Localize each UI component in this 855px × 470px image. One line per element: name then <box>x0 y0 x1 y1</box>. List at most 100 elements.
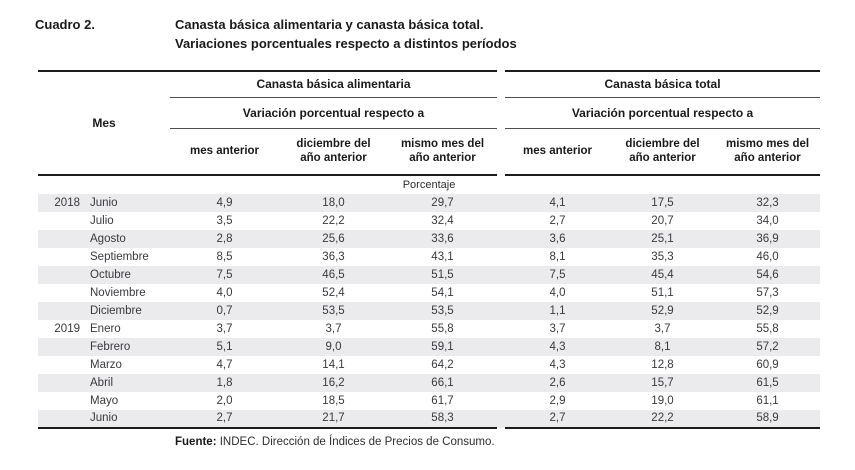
cba-value-cell: 52,4 <box>322 286 345 299</box>
cbt-value-cell: 45,4 <box>610 265 715 284</box>
cbt-value-cell: 25,1 <box>610 229 715 248</box>
cbt-value-cell: 55,8 <box>756 322 779 335</box>
cbt-value-cell: 61,5 <box>715 373 821 392</box>
col-header-cba-mismo-mes: mismo mes del año anterior <box>388 128 497 176</box>
month-cell: Marzo <box>90 358 122 371</box>
cbt-value-cell: 8,1 <box>610 337 715 356</box>
table-title-line1: Canasta básica alimentaria y canasta bás… <box>175 17 484 32</box>
cbt-value-cell: 60,9 <box>756 358 779 371</box>
table-row: Mayo 2,0 18,5 61,7 2,9 19,0 61,1 <box>38 392 820 410</box>
group-gap-cell <box>497 373 505 392</box>
month-cell: Mayo <box>90 394 119 407</box>
col-header-cba-diciembre: diciembre del año anterior <box>279 128 388 176</box>
cba-value-cell: 46,5 <box>279 265 388 284</box>
cba-value-cell: 1,8 <box>170 373 279 392</box>
table-row: Julio 3,5 22,2 32,4 2,7 20,7 34,0 <box>38 212 820 230</box>
cba-value-cell: 4,7 <box>216 358 233 371</box>
cbt-value-cell: 57,3 <box>756 286 779 299</box>
month-cell: Agosto <box>88 229 170 248</box>
cba-value-cell: 25,6 <box>279 229 388 248</box>
cbt-value-cell: 3,6 <box>505 229 610 248</box>
group-subtitle-row: Variación porcentual respecto a Variació… <box>38 97 821 130</box>
cba-value-cell: 36,3 <box>322 250 345 263</box>
table-body: Porcentaje 2018 Junio 4,9 18,0 29,7 4,1 17,5 32… <box>38 175 821 429</box>
cbt-value-cell: 4,3 <box>549 358 566 371</box>
cbt-value-cell: 15,7 <box>610 373 715 392</box>
subtitle-cba: Variación porcentual respecto a <box>170 97 497 130</box>
cba-value-cell: 2,7 <box>170 409 279 429</box>
month-cell: Octubre <box>88 265 170 284</box>
cba-value-cell: 53,5 <box>388 301 497 320</box>
cbt-value-cell: 2,6 <box>505 373 610 392</box>
cba-value-cell: 5,1 <box>170 337 279 356</box>
cbt-value-cell: 3,7 <box>549 322 566 335</box>
year-cell <box>38 301 88 320</box>
cbt-value-cell: 58,9 <box>715 409 821 429</box>
year-cell <box>38 284 88 302</box>
group-gap-cell <box>497 337 505 356</box>
table-row: Junio 2,7 21,7 58,3 2,7 22,2 58,9 <box>38 409 821 429</box>
cba-value-cell: 58,3 <box>388 409 497 429</box>
table-row: Agosto 2,8 25,6 33,6 3,6 25,1 36,9 <box>38 229 821 248</box>
table-row: Octubre 7,5 46,5 51,5 7,5 45,4 54,6 <box>38 265 821 284</box>
cba-value-cell: 22,2 <box>322 214 345 227</box>
cbt-value-cell: 2,7 <box>549 214 566 227</box>
column-header-row: mes anterior diciembre del año anterior … <box>38 128 821 176</box>
col-header-cba-mes-anterior: mes anterior <box>170 128 279 176</box>
month-cell: Junio <box>88 193 170 212</box>
source-label: Fuente: <box>175 435 217 448</box>
cbt-value-cell: 3,7 <box>654 322 671 335</box>
cba-value-cell: 3,5 <box>216 214 233 227</box>
subtitle-cbt: Variación porcentual respecto a <box>505 97 821 130</box>
table-row: Abril 1,8 16,2 66,1 2,6 15,7 61,5 <box>38 373 821 392</box>
group-gap-cell <box>497 392 505 410</box>
cba-value-cell: 18,5 <box>322 394 345 407</box>
cbt-value-cell: 4,3 <box>505 337 610 356</box>
cba-value-cell: 4,0 <box>216 286 233 299</box>
table-row: 2019 Enero 3,7 3,7 55,8 3,7 3,7 55,8 <box>38 320 820 338</box>
group-gap-cell <box>497 320 505 338</box>
cbt-value-cell: 36,9 <box>715 229 821 248</box>
unit-row: Porcentaje <box>38 175 820 194</box>
cbt-value-cell: 1,1 <box>505 301 610 320</box>
group-gap-cell <box>497 301 505 320</box>
month-cell: Noviembre <box>90 286 146 299</box>
month-cell: Abril <box>88 373 170 392</box>
year-cell: 2018 <box>38 193 88 212</box>
group-gap-cell <box>497 193 505 212</box>
table-head: Mes Canasta básica alimentaria Canasta b… <box>38 69 821 176</box>
cba-value-cell: 64,2 <box>431 358 454 371</box>
table-header: Cuadro 2. Canasta básica alimentaria y c… <box>35 16 855 54</box>
month-cell: Septiembre <box>90 250 149 263</box>
cba-value-cell: 3,7 <box>216 322 233 335</box>
group-gap-cell <box>497 212 505 230</box>
cbt-value-cell: 2,9 <box>549 394 566 407</box>
cba-value-cell: 32,4 <box>431 214 454 227</box>
table-row: Septiembre 8,5 36,3 43,1 8,1 35,3 46,0 <box>38 248 820 266</box>
cba-value-cell: 4,9 <box>170 193 279 212</box>
year-cell <box>38 248 88 266</box>
cba-value-cell: 14,1 <box>322 358 345 371</box>
table-number-label: Cuadro 2. <box>35 17 95 32</box>
table-row: 2018 Junio 4,9 18,0 29,7 4,1 17,5 32,3 <box>38 193 821 212</box>
cba-value-cell: 0,7 <box>170 301 279 320</box>
col-header-cbt-mes-anterior: mes anterior <box>505 128 610 176</box>
month-cell: Julio <box>90 214 114 227</box>
group-title-row: Mes Canasta básica alimentaria Canasta b… <box>38 69 821 176</box>
month-cell: Febrero <box>88 337 170 356</box>
mes-column-header: Mes <box>38 69 170 176</box>
year-cell <box>38 337 88 356</box>
year-cell <box>38 265 88 284</box>
cbt-value-cell: 22,2 <box>610 409 715 429</box>
cba-value-cell: 8,5 <box>216 250 233 263</box>
year-cell <box>38 229 88 248</box>
cba-value-cell: 16,2 <box>279 373 388 392</box>
year-cell <box>38 392 88 410</box>
year-cell <box>38 212 88 230</box>
table-row: Febrero 5,1 9,0 59,1 4,3 8,1 57,2 <box>38 337 821 356</box>
cba-value-cell: 2,8 <box>170 229 279 248</box>
cbt-value-cell: 52,9 <box>610 301 715 320</box>
cbt-value-cell: 20,7 <box>651 214 674 227</box>
cba-value-cell: 7,5 <box>170 265 279 284</box>
cbt-value-cell: 61,1 <box>756 394 779 407</box>
